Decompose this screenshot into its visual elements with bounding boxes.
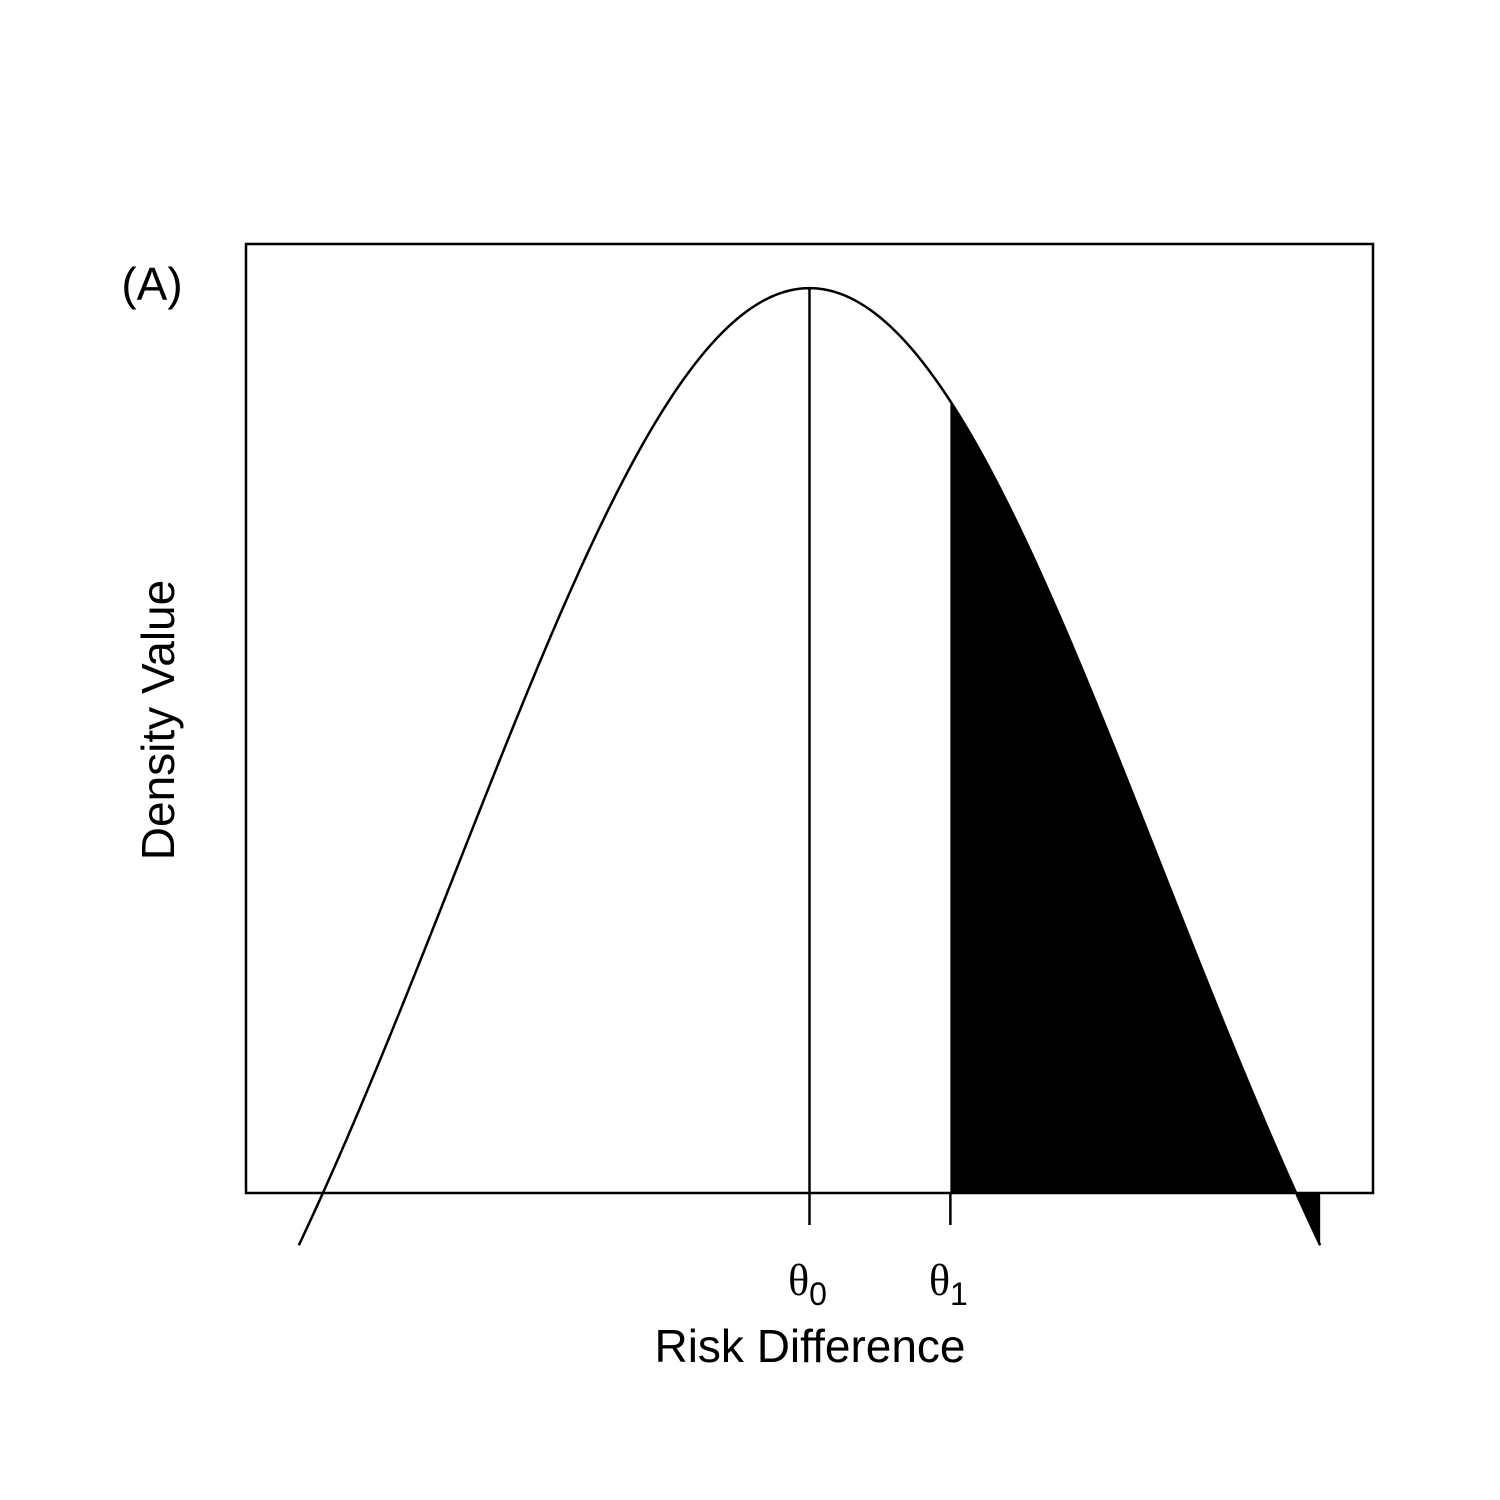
panel-label: (A) bbox=[121, 258, 182, 310]
y-axis-label: Density Value bbox=[132, 580, 184, 860]
x-tick-label-0: θ0 bbox=[788, 1256, 827, 1312]
x-axis-label: Risk Difference bbox=[654, 1320, 965, 1372]
x-tick-label-1: θ1 bbox=[929, 1256, 968, 1312]
